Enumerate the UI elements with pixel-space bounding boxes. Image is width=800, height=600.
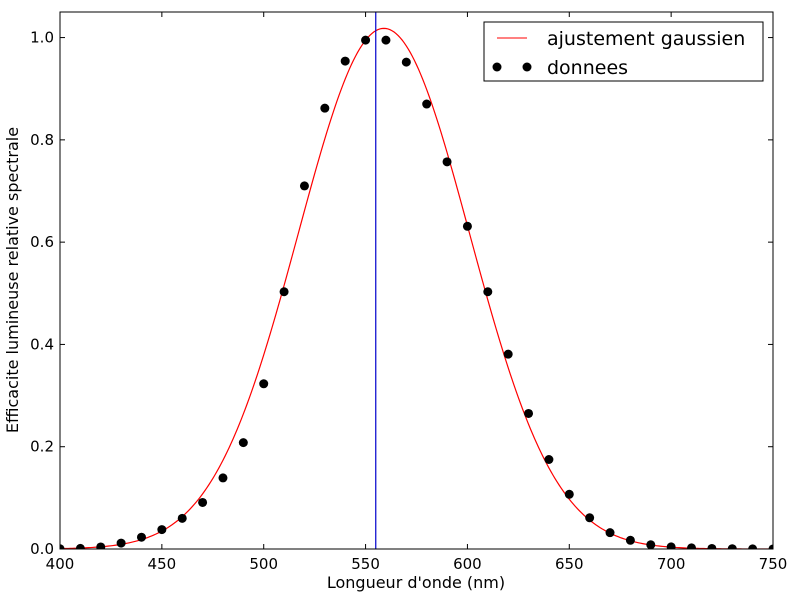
legend: ajustement gaussien donnees [483,21,764,82]
y-tick-label: 0.8 [30,131,54,149]
data-point [768,544,773,549]
data-point [177,513,187,523]
data-point [96,542,106,549]
data-point [503,349,513,359]
plot-area: 400 450 500 550 600 650 700 750 0.0 0.2 0.4 0.6 0.8 1… [30,11,788,573]
data-point [136,532,146,542]
data-point [462,221,472,231]
data-point [585,513,595,523]
data-point [279,287,289,297]
x-tick-label: 600 [453,555,482,573]
legend-box [483,21,764,82]
data-point [605,528,615,538]
data-point [625,535,635,545]
data-point [483,287,493,297]
legend-marker-swatch [492,62,502,72]
data-point [442,157,452,167]
x-tick-label: 450 [148,555,177,573]
data-point [75,543,85,549]
y-tick-label: 1.0 [30,29,54,47]
plot-frame [59,11,774,550]
x-tick-label: 650 [555,555,584,573]
legend-label-data: donnees [547,57,628,79]
data-point [524,408,534,418]
x-tick-label: 550 [351,555,380,573]
y-tick-label: 0.6 [30,233,54,251]
data-point [748,544,758,549]
data-point [381,35,391,45]
y-tick-label: 0.4 [30,335,54,353]
x-tick-label: 500 [249,555,278,573]
data-point [401,57,411,67]
data-point [727,544,737,549]
data-point [422,99,432,109]
data-point [687,543,697,549]
data-point [646,540,656,549]
data-point [218,473,228,483]
legend-marker-swatch [522,62,532,72]
x-tick-label: 700 [657,555,686,573]
x-tick-label: 400 [46,555,75,573]
data-point [116,538,126,548]
data-point [259,379,269,389]
y-axis-label: Efficacite lumineuse relative spectrale [3,127,22,433]
x-axis-label: Longueur d'onde (nm) [327,573,505,592]
fit-line [60,27,773,549]
x-tick-label: 750 [759,555,788,573]
plot-content [60,12,773,549]
data-point [157,525,167,535]
data-point [198,497,208,507]
data-point [320,103,330,113]
data-point [707,543,717,549]
legend-label-fit: ajustement gaussien [547,28,745,50]
y-tick-label: 0.0 [30,540,54,558]
y-tick-label: 0.2 [30,438,54,456]
data-point [544,455,554,464]
data-point [60,544,65,549]
data-point [238,438,248,448]
data-point [361,35,371,45]
data-point [564,489,574,499]
data-point [299,181,309,191]
data-point [666,542,676,549]
data-point [340,56,350,66]
